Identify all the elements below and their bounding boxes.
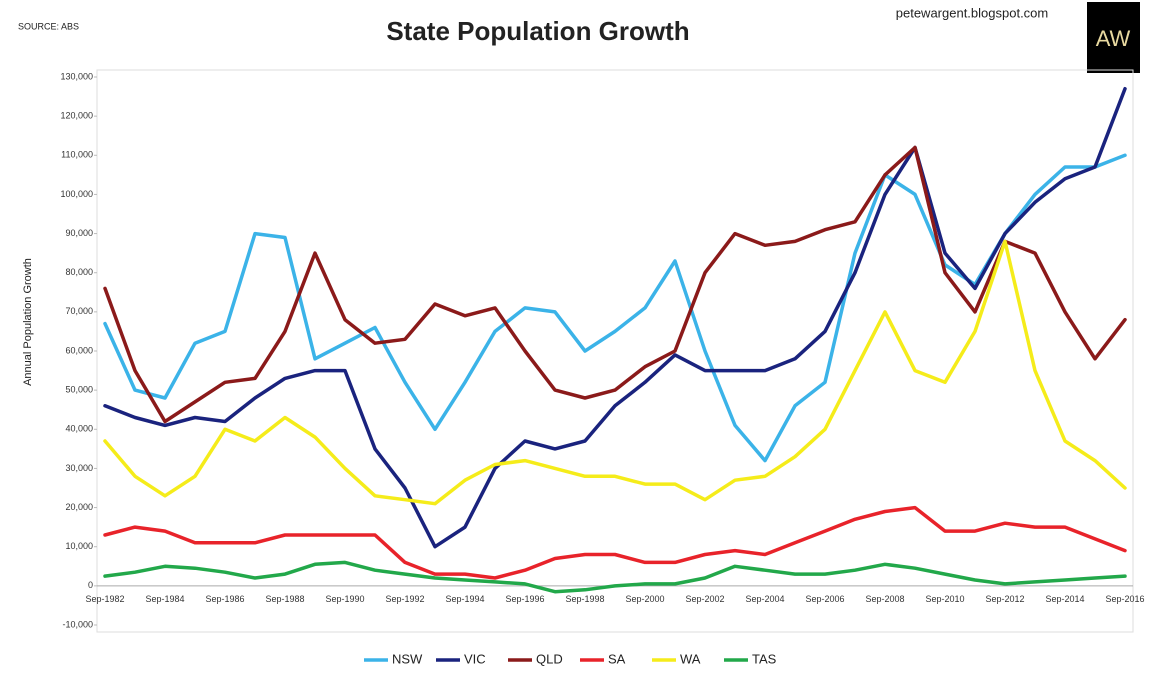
y-tick-label: 80,000: [65, 267, 93, 277]
y-tick-label: 30,000: [65, 463, 93, 473]
y-tick-label: 60,000: [65, 345, 93, 355]
logo: AW: [1096, 26, 1131, 51]
x-tick-label: Sep-2016: [1105, 594, 1144, 604]
x-tick-label: Sep-1998: [565, 594, 604, 604]
x-tick-label: Sep-1982: [85, 594, 124, 604]
x-tick-label: Sep-2008: [865, 594, 904, 604]
x-tick-label: Sep-1988: [265, 594, 304, 604]
source: SOURCE: ABS: [18, 21, 79, 31]
y-tick-label: 0: [88, 580, 93, 590]
x-tick-label: Sep-1996: [505, 594, 544, 604]
legend-label: TAS: [752, 651, 777, 666]
legend-label: WA: [680, 651, 701, 666]
y-tick-label: -10,000: [62, 619, 93, 629]
y-tick-label: 70,000: [65, 306, 93, 316]
legend-label: QLD: [536, 651, 563, 666]
x-tick-label: Sep-2002: [685, 594, 724, 604]
x-tick-label: Sep-1986: [205, 594, 244, 604]
series-line: [103, 86, 1127, 549]
y-tick-label: 90,000: [65, 228, 93, 238]
x-tick-label: Sep-2004: [745, 594, 784, 604]
x-tick-label: Sep-2014: [1045, 594, 1084, 604]
x-tick-label: Sep-2012: [985, 594, 1024, 604]
series-line: [103, 505, 1127, 580]
y-axis-label: Annual Population Growth: [22, 258, 34, 386]
series-line: [103, 145, 1127, 424]
x-tick-label: Sep-2010: [925, 594, 964, 604]
x-tick-label: Sep-2006: [805, 594, 844, 604]
x-tick-label: Sep-2000: [625, 594, 664, 604]
logo-box: [1087, 2, 1140, 73]
y-tick-label: 50,000: [65, 385, 93, 395]
x-tick-label: Sep-1994: [445, 594, 484, 604]
y-tick-label: 120,000: [60, 111, 93, 121]
series-line: [103, 153, 1127, 463]
legend-label: VIC: [464, 651, 486, 666]
chart-title: State Population Growth: [386, 16, 689, 46]
y-tick-label: 40,000: [65, 424, 93, 434]
legend-label: SA: [608, 651, 626, 666]
x-tick-label: Sep-1990: [325, 594, 364, 604]
y-tick-label: 110,000: [61, 150, 93, 160]
legend-label: NSW: [392, 651, 423, 666]
series-line: [103, 239, 1127, 506]
y-tick-label: 100,000: [60, 189, 93, 199]
y-tick-label: 20,000: [65, 502, 93, 512]
x-tick-label: Sep-1992: [385, 594, 424, 604]
y-tick-label: 130,000: [60, 71, 93, 81]
series-line: [103, 560, 1127, 594]
y-tick-label: 10,000: [65, 541, 93, 551]
website: petewargent.blogspot.com: [896, 5, 1048, 20]
x-tick-label: Sep-1984: [145, 594, 184, 604]
